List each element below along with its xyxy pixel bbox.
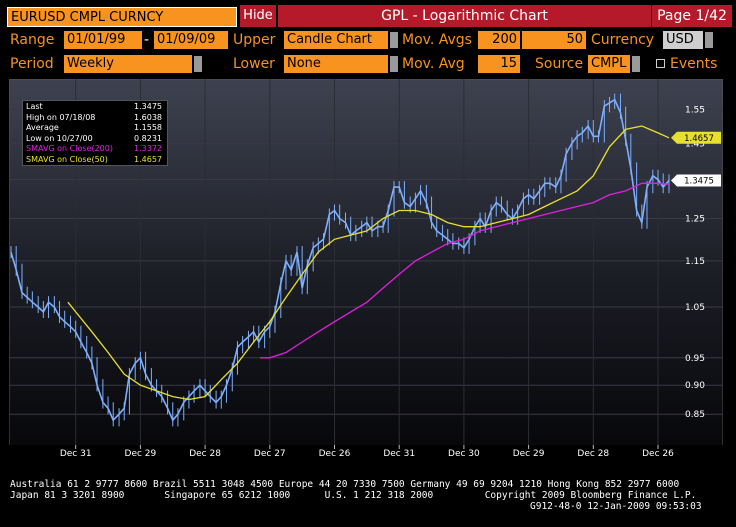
price-tag-shape <box>671 131 721 144</box>
price-tag-label: 1.4657 <box>684 134 714 144</box>
legend-label: Average <box>26 123 59 132</box>
legend-row: Last 1.3475 <box>26 102 164 113</box>
y-tick-label: 1.05 <box>685 303 705 313</box>
y-tick-label: 1.15 <box>685 257 705 267</box>
chart-title-bar: GPL - Logarithmic Chart <box>278 5 651 27</box>
x-tick-month: Dec 28 <box>577 449 609 459</box>
x-tick-month: Dec 31 <box>383 449 415 459</box>
currency-dropdown-handle[interactable] <box>705 32 713 48</box>
price-tag-shape <box>671 174 721 187</box>
x-tick-month: Dec 31 <box>60 449 92 459</box>
mov-avg-label: Mov. Avg <box>402 56 465 72</box>
legend-value: 0.8231 <box>134 133 162 143</box>
series-layer <box>10 93 670 427</box>
period-select[interactable]: Weekly <box>64 55 192 73</box>
legend-value: 1.6038 <box>134 112 162 122</box>
y-tick-label: 1.45 <box>685 139 705 149</box>
y-tick-label: 0.85 <box>685 410 705 420</box>
price-chart: 1.551.451.351.251.151.050.950.900.85 Dec… <box>9 79 723 465</box>
range-start-field[interactable]: 01/01/99 <box>64 31 142 49</box>
legend-row: SMAVG on Close(200) 1.3372 <box>26 144 164 155</box>
legend-label: Last <box>26 102 43 111</box>
x-tick-month: Dec 26 <box>642 449 674 459</box>
source-field[interactable]: CMPL <box>588 55 630 73</box>
legend-value: 1.3475 <box>134 102 162 111</box>
legend-row: High on 07/18/08 1.6038 <box>26 113 164 124</box>
upper-label: Upper <box>233 32 276 48</box>
x-axis-band <box>9 445 723 465</box>
footer-contacts-line2: Japan 81 3 3201 8900 Singapore 65 6212 1… <box>10 490 697 501</box>
events-label: Events <box>670 56 718 72</box>
legend-row: Low on 10/27/00 0.8231 <box>26 134 164 145</box>
x-tick-month: Dec 28 <box>189 449 221 459</box>
legend-label: SMAVG on Close(200) <box>26 144 113 153</box>
events-checkbox[interactable] <box>656 59 665 68</box>
x-tick-month: Dec 29 <box>125 449 157 459</box>
price-tag-label: 1.3475 <box>684 176 714 186</box>
y-tick-label: 1.55 <box>685 105 705 115</box>
x-axis: Dec 311999Dec 292000Dec 282001Dec 272002… <box>9 445 723 465</box>
legend-row: Average 1.1558 <box>26 123 164 134</box>
page-indicator: Page 1/42 <box>652 5 732 27</box>
range-label: Range <box>10 32 55 48</box>
price-tags: 1.4657 1.3475 <box>671 131 721 187</box>
x-tick-month: Dec 26 <box>319 449 351 459</box>
legend-label: Low on 10/27/00 <box>26 133 93 143</box>
y-tick-label: 0.90 <box>685 381 705 391</box>
price-tag: 1.3475 <box>671 174 721 187</box>
price-tag: 1.4657 <box>671 131 721 144</box>
x-tick-month: Dec 29 <box>513 449 545 459</box>
lower-dropdown-handle[interactable] <box>390 56 398 72</box>
legend-value: 1.3372 <box>134 144 162 153</box>
mov-avg-lower-field[interactable]: 15 <box>478 55 520 73</box>
hide-button[interactable]: Hide <box>240 5 276 27</box>
lower-label: Lower <box>233 56 275 72</box>
mov-avg-200-field[interactable]: 200 <box>478 31 520 49</box>
legend-row: SMAVG on Close(50) 1.4657 <box>26 155 164 166</box>
x-tick-month: Dec 30 <box>448 449 480 459</box>
y-tick-label: 0.95 <box>685 354 705 364</box>
period-dropdown-handle[interactable] <box>194 56 202 72</box>
series-line-0 <box>10 98 670 422</box>
upper-chart-select[interactable]: Candle Chart <box>284 31 388 49</box>
range-separator: - <box>144 32 150 48</box>
period-label: Period <box>10 56 54 72</box>
currency-label: Currency <box>591 32 655 48</box>
upper-dropdown-handle[interactable] <box>390 32 398 48</box>
x-tick-month: Dec 27 <box>254 449 286 459</box>
mov-avgs-label: Mov. Avgs <box>402 32 472 48</box>
source-dropdown-handle[interactable] <box>632 56 640 72</box>
legend-label: High on 07/18/08 <box>26 112 96 122</box>
series-line-1 <box>67 125 670 401</box>
lower-chart-select[interactable]: None <box>284 55 388 73</box>
y-tick-label: 1.25 <box>685 215 705 225</box>
footer-timestamp: G912-48-0 12-Jan-2009 09:53:03 <box>530 501 702 512</box>
currency-field[interactable]: USD <box>663 31 703 49</box>
source-label: Source <box>535 56 584 72</box>
chart-legend: Last 1.3475 High on 07/18/08 1.6038 Average 1… <box>22 100 168 166</box>
footer-contacts-line1: Australia 61 2 9777 8600 Brazil 5511 304… <box>10 479 680 490</box>
legend-label: SMAVG on Close(50) <box>26 154 108 164</box>
mov-avg-50-field[interactable]: 50 <box>522 31 586 49</box>
legend-value: 1.4657 <box>134 154 162 164</box>
security-field[interactable]: EURUSD CMPL CURNCY <box>7 7 237 27</box>
legend-value: 1.1558 <box>134 123 162 132</box>
range-end-field[interactable]: 01/09/09 <box>154 31 228 49</box>
series-line-2 <box>260 182 670 359</box>
